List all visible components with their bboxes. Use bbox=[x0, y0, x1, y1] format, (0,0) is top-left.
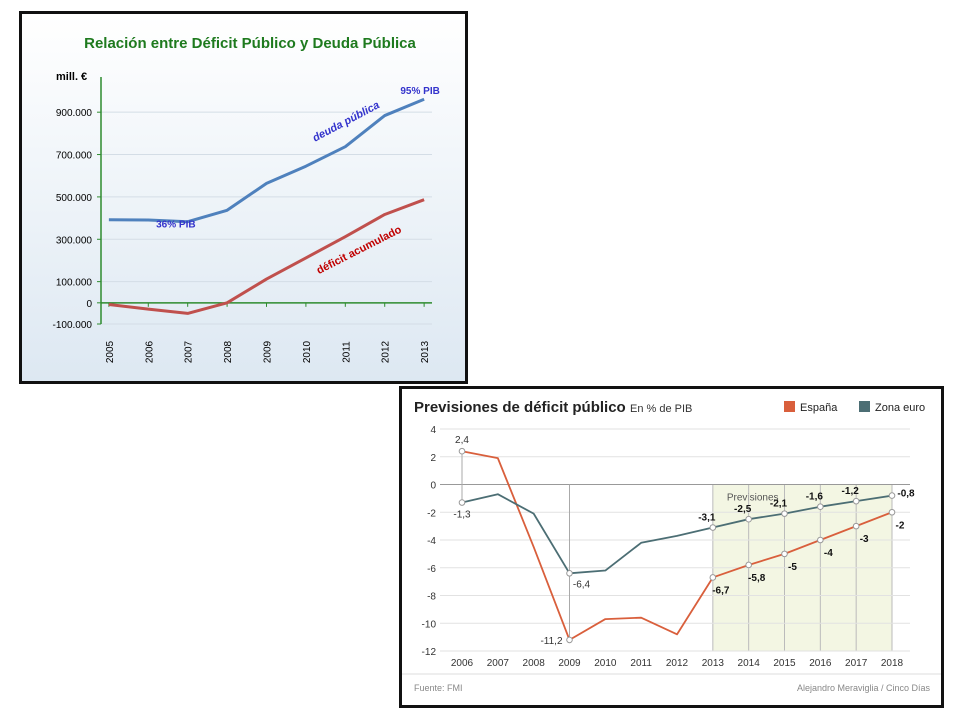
data-label: -3,1 bbox=[698, 513, 716, 524]
y-tick-label: 4 bbox=[430, 425, 436, 436]
data-label: -1,2 bbox=[842, 486, 860, 497]
data-point-marker bbox=[888, 508, 896, 516]
credit-note: Alejandro Meraviglia / Cinco Días bbox=[797, 683, 931, 693]
data-label: -0,8 bbox=[897, 489, 915, 500]
x-tick-label: 2011 bbox=[630, 658, 652, 669]
chart-title: Previsiones de déficit público bbox=[414, 399, 626, 416]
y-tick-label: -6 bbox=[427, 564, 436, 575]
x-tick-label: 2010 bbox=[594, 658, 617, 669]
y-tick-label: 700.000 bbox=[56, 151, 93, 162]
data-point-marker bbox=[852, 522, 860, 530]
deuda-publica-line bbox=[108, 97, 425, 224]
x-tick-label: 2014 bbox=[738, 658, 761, 669]
x-tick-label: 2008 bbox=[223, 340, 234, 363]
y-tick-label: -12 bbox=[422, 647, 437, 658]
x-tick-label: 2011 bbox=[341, 341, 352, 363]
y-tick-label: 500.000 bbox=[56, 193, 93, 204]
data-point-marker bbox=[817, 503, 824, 510]
legend: España Zona euro bbox=[784, 401, 925, 414]
data-label: -2,1 bbox=[770, 499, 788, 510]
data-point-marker bbox=[817, 536, 824, 544]
data-point-marker bbox=[852, 497, 860, 505]
x-tick-label: 2012 bbox=[381, 340, 392, 363]
y-tick-label: -4 bbox=[427, 536, 436, 547]
x-tick-label: 2008 bbox=[523, 658, 546, 669]
debt-deficit-chart-panel: Relación entre Déficit Público y Deuda P… bbox=[19, 11, 468, 384]
data-label: -3 bbox=[860, 534, 869, 545]
x-tick-label: 2016 bbox=[809, 658, 832, 669]
x-tick-label: 2018 bbox=[881, 658, 904, 669]
y-tick-label: 300.000 bbox=[56, 235, 93, 246]
y-tick-label: 0 bbox=[86, 299, 92, 310]
data-point-marker bbox=[709, 574, 717, 581]
x-tick-label: 2009 bbox=[263, 340, 274, 363]
data-point-marker bbox=[745, 561, 752, 569]
y-tick-label: 0 bbox=[430, 481, 436, 492]
data-point-marker bbox=[458, 447, 466, 455]
data-point-marker bbox=[888, 492, 896, 499]
data-point-marker bbox=[458, 499, 466, 506]
x-tick-label: 2015 bbox=[773, 658, 796, 669]
data-point-marker bbox=[781, 510, 788, 517]
y-tick-label: 100.000 bbox=[56, 278, 93, 289]
annotation-36-pib: 36% PIB bbox=[156, 220, 195, 231]
x-tick-label: 2005 bbox=[105, 340, 116, 363]
x-tick-label: 2007 bbox=[184, 340, 195, 363]
source-note: Fuente: FMI bbox=[414, 683, 463, 693]
data-point-marker bbox=[566, 636, 573, 644]
x-tick-label: 2009 bbox=[558, 658, 581, 669]
data-label: -1,3 bbox=[453, 510, 471, 521]
legend-swatch-zona-euro bbox=[859, 401, 870, 412]
data-point-marker bbox=[709, 524, 717, 531]
data-label: -11,2 bbox=[540, 636, 562, 647]
x-tick-label: 2013 bbox=[420, 340, 431, 363]
y-tick-label: 2 bbox=[430, 453, 436, 464]
data-label: -1,6 bbox=[806, 492, 824, 503]
deficit-acumulado-line bbox=[108, 198, 425, 315]
chart-subtitle: En % de PIB bbox=[630, 403, 692, 415]
chart-title: Relación entre Déficit Público y Deuda P… bbox=[84, 35, 416, 52]
y-tick-label: -8 bbox=[427, 592, 436, 603]
y-tick-label: 900.000 bbox=[56, 108, 93, 119]
x-tick-label: 2012 bbox=[666, 658, 689, 669]
data-label: -4 bbox=[824, 548, 833, 559]
legend-swatch-espana bbox=[784, 401, 795, 412]
data-label: -2 bbox=[896, 520, 905, 531]
data-label: -6,7 bbox=[712, 585, 730, 596]
data-point-marker bbox=[566, 570, 573, 577]
data-point-marker bbox=[781, 550, 788, 558]
legend-label-zona-euro: Zona euro bbox=[875, 402, 925, 414]
data-label: -6,4 bbox=[573, 579, 591, 590]
deficit-forecast-chart-panel: Previsiones de déficit público En % de P… bbox=[399, 386, 944, 708]
data-label: 2,4 bbox=[455, 435, 469, 446]
y-axis-label: mill. € bbox=[56, 71, 87, 83]
x-tick-label: 2013 bbox=[702, 658, 725, 669]
data-label: -5 bbox=[788, 562, 797, 573]
y-tick-label: -2 bbox=[427, 508, 436, 519]
x-tick-label: 2006 bbox=[144, 340, 155, 363]
debt-deficit-chart: Relación entre Déficit Público y Deuda P… bbox=[22, 14, 465, 381]
data-point-marker bbox=[745, 515, 752, 523]
deficit-forecast-chart: Previsiones de déficit público En % de P… bbox=[402, 389, 941, 705]
legend-label-espana: España bbox=[800, 402, 838, 414]
annotation-95-pib: 95% PIB bbox=[400, 86, 439, 97]
data-label: -5,8 bbox=[748, 573, 766, 584]
y-tick-label: -100.000 bbox=[53, 320, 93, 331]
x-tick-label: 2007 bbox=[487, 658, 510, 669]
forecast-label: Previsiones bbox=[727, 493, 779, 504]
x-tick-label: 2006 bbox=[451, 658, 474, 669]
x-tick-label: 2010 bbox=[302, 340, 313, 363]
x-tick-label: 2017 bbox=[845, 658, 868, 669]
data-label: -2,5 bbox=[734, 504, 752, 515]
y-tick-label: -10 bbox=[422, 619, 437, 630]
